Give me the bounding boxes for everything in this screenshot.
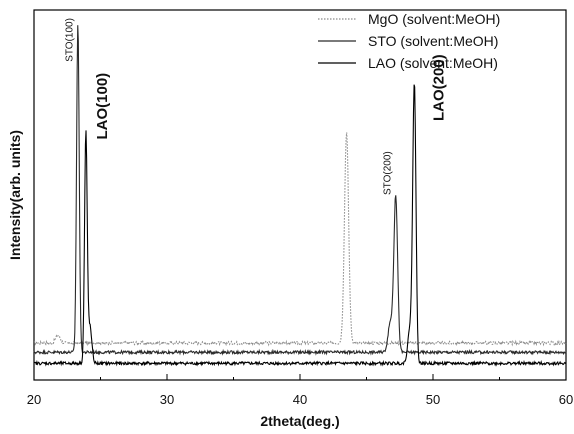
legend-label-2: STO (solvent:MeOH) bbox=[368, 33, 498, 49]
series-line-1 bbox=[33, 132, 567, 347]
x-tick-label-40: 40 bbox=[293, 392, 307, 407]
y-axis-title: Intensity(arb. units) bbox=[7, 130, 23, 260]
x-tick-label-50: 50 bbox=[426, 392, 440, 407]
series-line-2 bbox=[33, 25, 567, 356]
x-tick-label-20: 20 bbox=[27, 392, 41, 407]
x-tick-label-60: 60 bbox=[559, 392, 573, 407]
x-axis-title: 2theta(deg.) bbox=[260, 413, 339, 429]
peak-label-sto100: STO(100) bbox=[65, 18, 76, 62]
legend: MgO (solvent:MeOH) STO (solvent:MeOH) LAO … bbox=[318, 11, 500, 71]
peak-label-lao200: LAO(200) bbox=[431, 54, 448, 121]
legend-label-3: LAO (solvent:MeOH) bbox=[368, 55, 498, 71]
peak-annotations: STO(100) LAO(100) STO(200) LAO(200) bbox=[65, 18, 448, 195]
series-line-3 bbox=[33, 84, 567, 367]
peak-label-sto200: STO(200) bbox=[382, 151, 393, 195]
x-tick-label-30: 30 bbox=[160, 392, 174, 407]
peak-label-lao100: LAO(100) bbox=[94, 73, 111, 140]
series-layer bbox=[33, 25, 567, 367]
x-axis: 20 30 40 50 60 bbox=[27, 374, 573, 407]
legend-label-1: MgO (solvent:MeOH) bbox=[368, 11, 500, 27]
